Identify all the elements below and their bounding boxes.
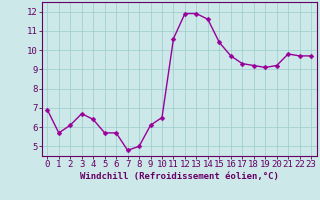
X-axis label: Windchill (Refroidissement éolien,°C): Windchill (Refroidissement éolien,°C)	[80, 172, 279, 181]
